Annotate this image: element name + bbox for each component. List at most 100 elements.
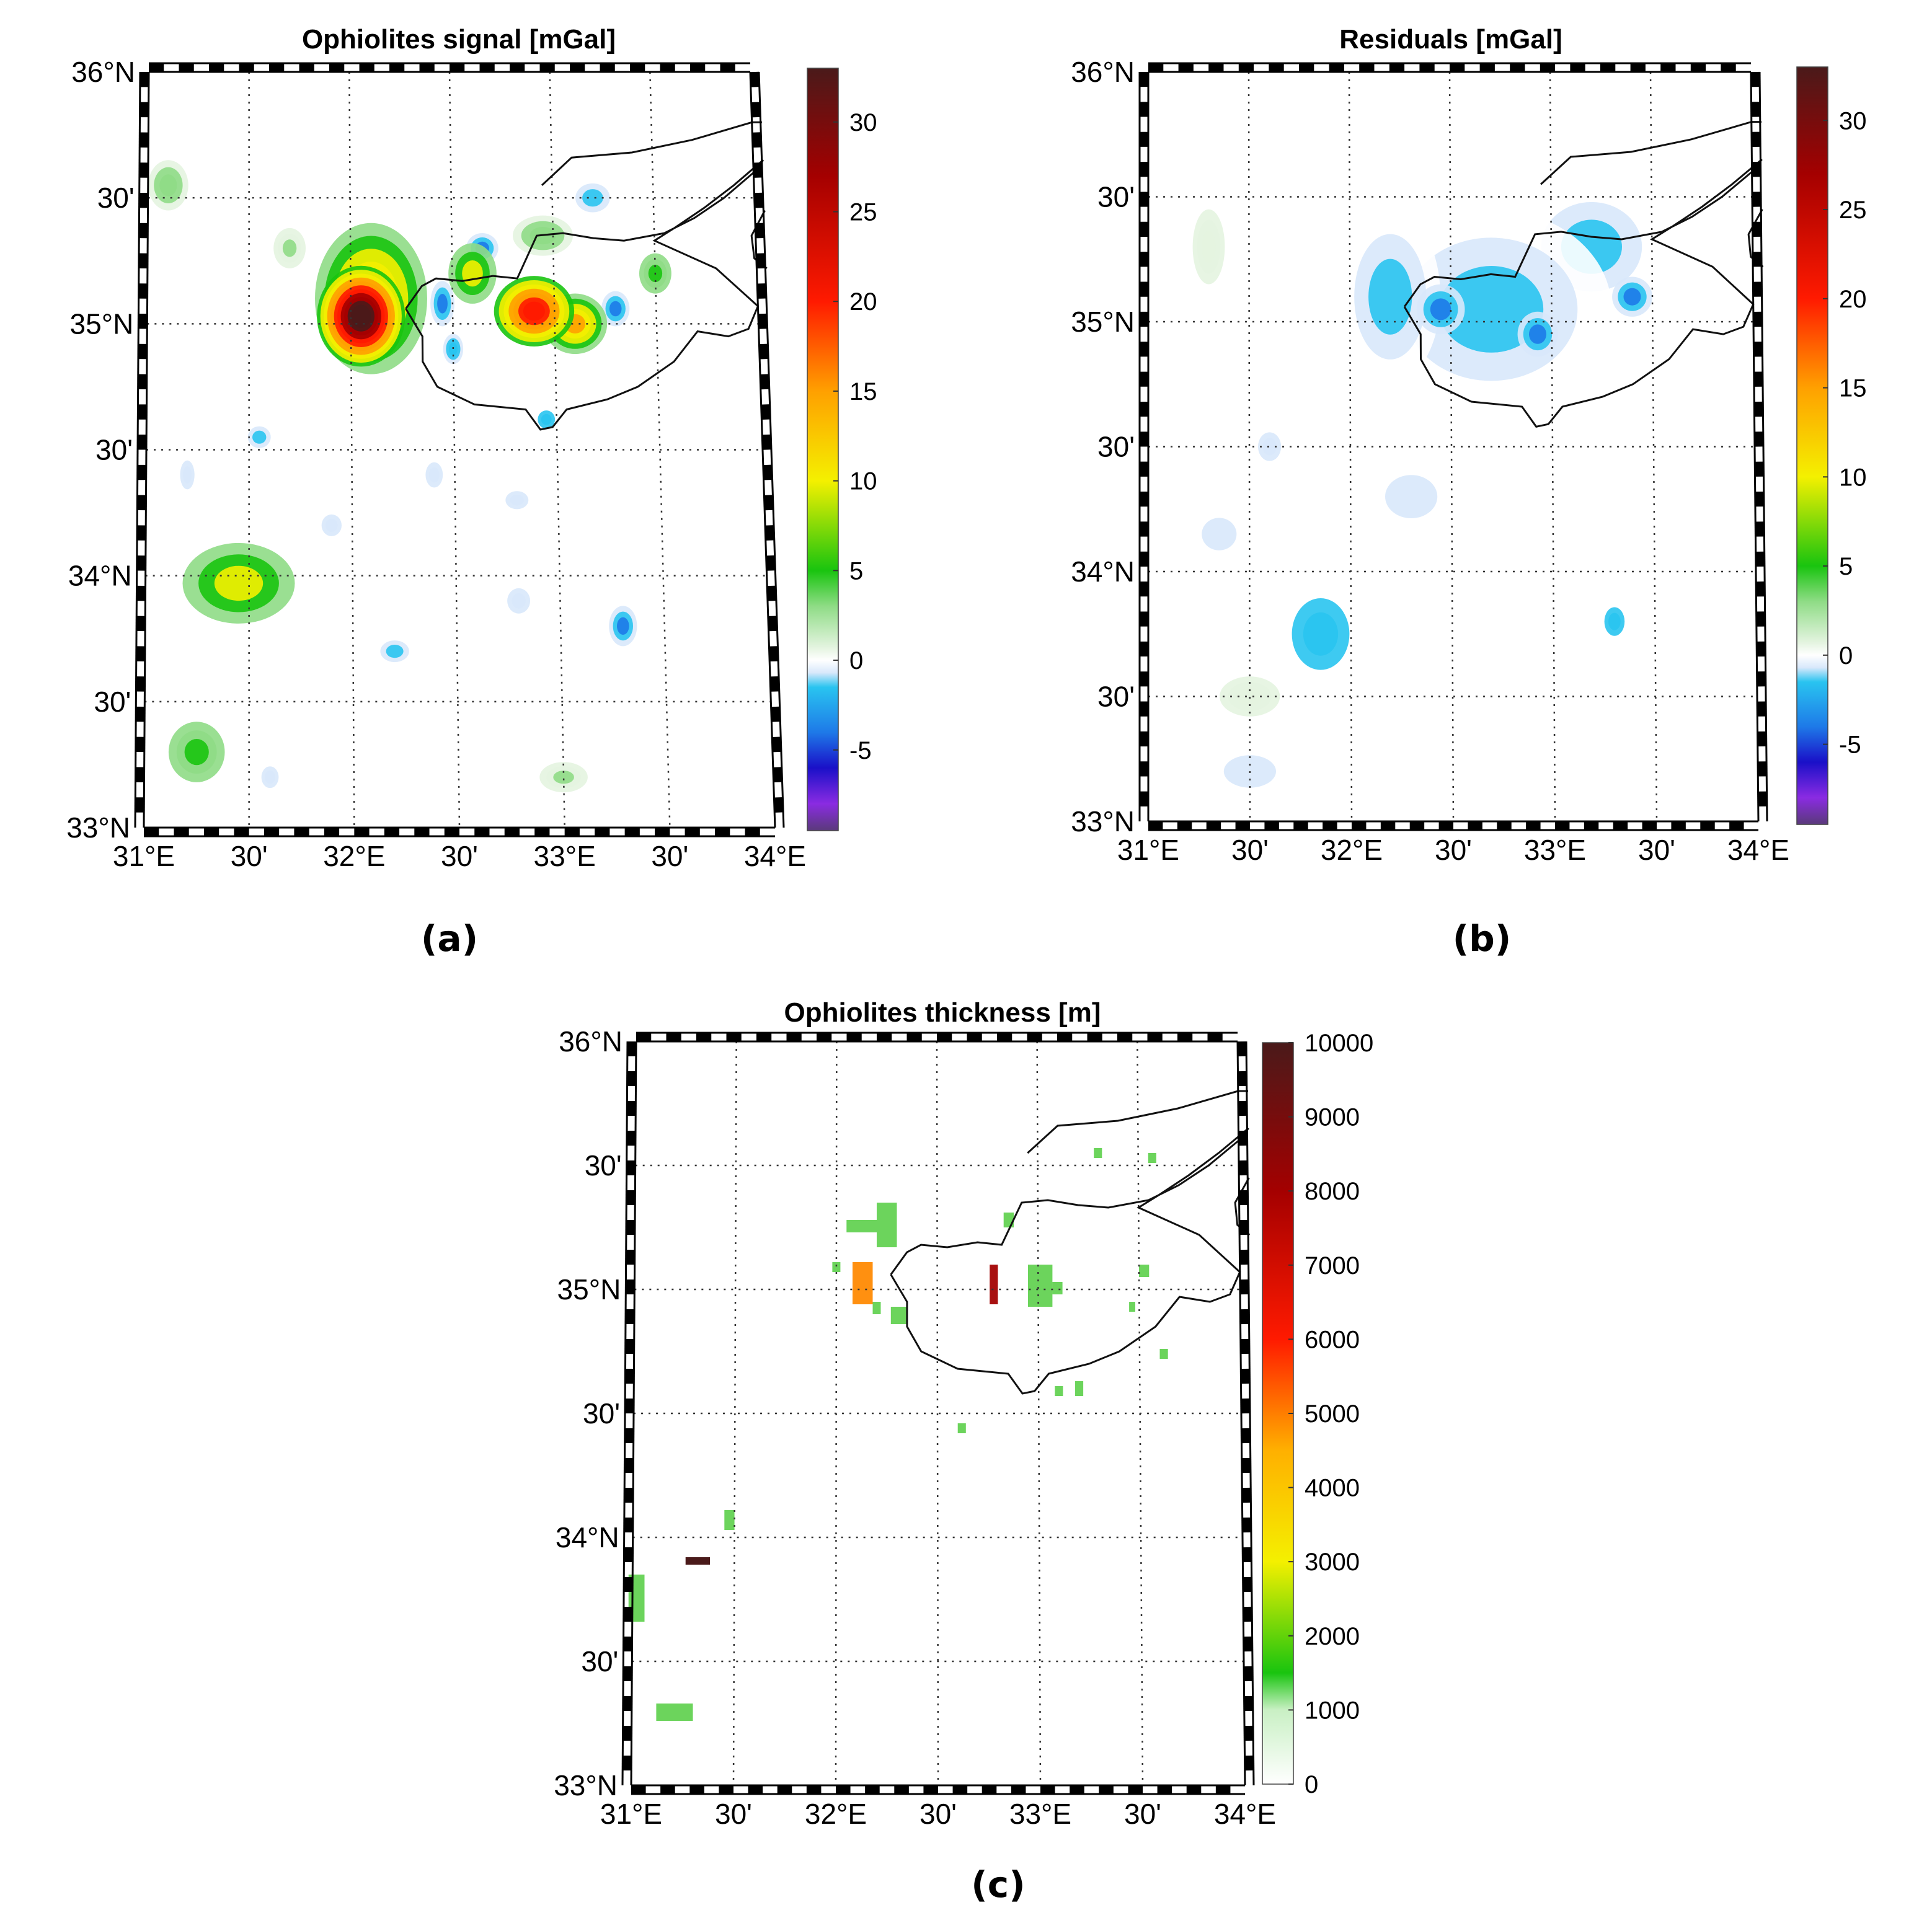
latitude-tick-label: 30'	[585, 1149, 622, 1182]
colorbar-tick-label: 4000	[1305, 1475, 1360, 1502]
anomaly-contour	[553, 771, 574, 784]
longitude-tick-label: 31°E	[600, 1798, 662, 1830]
colorbar-tick-label: 0	[1839, 642, 1853, 670]
axis-ticks-c: 36°N 30' 35°N 30' 34°N 30' 33°N31°E 30' 32°E 30' 3…	[554, 1025, 1276, 1830]
anomaly-contour	[1236, 687, 1263, 705]
anomaly-contour	[512, 593, 526, 609]
meridian-line	[1137, 1041, 1144, 1786]
frame-segment	[760, 374, 769, 390]
colorbar-tick-label: 6000	[1305, 1326, 1360, 1353]
latitude-tick-label: 34°N	[1071, 555, 1135, 588]
longitude-tick-label: 30'	[441, 840, 478, 872]
coastline-c	[890, 1090, 1251, 1395]
longitude-tick-label: 33°E	[1009, 1798, 1071, 1830]
frame-segment	[764, 495, 774, 511]
longitude-tick-label: 30'	[1435, 834, 1472, 866]
map-panel-c: Ophiolites thickness [m] 36°N30'35°N30'3…	[554, 997, 1373, 1830]
colorbar-tick-label: -5	[1839, 731, 1861, 759]
longitude-tick-label: 30'	[651, 840, 688, 872]
colorbar-tick-label: 8000	[1305, 1178, 1360, 1205]
colorbar-tick-label: 15	[1839, 375, 1867, 402]
thickness-cell	[1075, 1381, 1084, 1396]
latitude-tick-label: 36°N	[1071, 56, 1135, 88]
anomaly-contour	[1529, 324, 1546, 344]
frame-segment	[772, 736, 781, 753]
anomaly-contour	[183, 466, 192, 484]
colorbar-tick-label: 25	[849, 199, 877, 226]
colorbar-tick-label: 3000	[1305, 1549, 1360, 1576]
colorbar-tick-label: 7000	[1305, 1252, 1360, 1279]
thickness-cell	[1055, 1386, 1063, 1396]
anomaly-contour	[386, 645, 404, 658]
latitude-tick-label: 30'	[1097, 431, 1135, 463]
longitude-tick-label: 32°E	[323, 840, 385, 872]
thickness-cell	[724, 1510, 735, 1530]
latitude-tick-label: 36°N	[559, 1025, 623, 1058]
thickness-cell	[1148, 1153, 1156, 1163]
longitude-tick-label: 33°E	[1524, 834, 1586, 866]
map-frame-a	[134, 62, 785, 837]
colorbar-tick-label: 0	[849, 647, 863, 674]
frame-segment	[765, 525, 774, 541]
colorbar-tick-label: 10000	[1305, 1030, 1373, 1057]
anomaly-contour	[523, 301, 546, 321]
latitude-tick-label: 35°N	[1071, 306, 1135, 338]
latitude-tick-label: 34°N	[556, 1521, 619, 1553]
colorbar-tick-label: -5	[849, 737, 872, 764]
anomaly-contour	[1438, 725, 1509, 768]
colorbar-tick-label: 30	[849, 109, 877, 136]
latitude-tick-label: 34°N	[68, 560, 132, 592]
frame-segment	[769, 646, 779, 662]
thickness-cell	[656, 1704, 693, 1721]
latitude-tick-label: 35°N	[557, 1273, 621, 1306]
anomaly-contour	[282, 239, 297, 257]
panel-a: Ophiolites signal [mGal] 36°N 30' 35°N 30' 3…	[0, 0, 967, 960]
longitude-tick-label: 30'	[1638, 834, 1675, 866]
latitude-tick-label: 36°N	[71, 56, 135, 88]
cyprus-coastline	[890, 1127, 1249, 1395]
longitude-tick-label: 31°E	[113, 840, 175, 872]
thickness-cell	[1129, 1302, 1135, 1312]
map-panel-a: Ophiolites signal [mGal] 36°N30'35°N30'3…	[66, 24, 877, 872]
anomaly-contour	[1262, 438, 1277, 456]
panel-c: Ophiolites thickness [m] 36°N 30' 35°N 30' 3…	[508, 973, 1451, 1918]
longitude-tick-label: 32°E	[1321, 834, 1383, 866]
anomaly-contour	[1657, 475, 1692, 518]
anomaly-contour	[462, 260, 483, 287]
axis-ticks-b: 36°N 30' 35°N 30' 34°N 30' 33°N31°E 30' 32°E 30' 3…	[1071, 56, 1789, 866]
anomaly-contour	[1608, 612, 1621, 630]
latitude-tick-label: 30'	[1097, 181, 1135, 213]
anomaly-contour	[541, 413, 552, 425]
panel-caption-b: (b)	[1452, 917, 1512, 960]
frame-segment	[759, 343, 769, 360]
thickness-cell	[1159, 1349, 1168, 1359]
turkey-coastline	[1540, 121, 1761, 185]
thickness-cells-c	[628, 1148, 1168, 1721]
anomaly-contour	[1202, 230, 1216, 263]
frame-segment	[762, 434, 771, 450]
thickness-cell	[832, 1262, 841, 1272]
frame-segment	[770, 676, 779, 692]
thickness-cell	[890, 1307, 907, 1324]
anomaly-contour	[265, 771, 275, 784]
turkey-coastline	[541, 121, 762, 186]
cyprus-coastline	[1403, 158, 1763, 428]
meridian-line	[348, 71, 355, 828]
colorbar-tick-label: 20	[1839, 286, 1867, 313]
anomaly-contour	[326, 518, 338, 533]
frame-segment	[757, 283, 766, 299]
anomaly-contour	[448, 342, 458, 356]
colorbar-gradient	[807, 68, 839, 831]
colorbar-gradient	[1796, 66, 1828, 825]
latitude-tick-label: 33°N	[66, 811, 130, 844]
anomaly-contour	[184, 739, 209, 766]
colorbar-tick-label: 10	[1839, 464, 1867, 491]
colorbar-tick-label: 9000	[1305, 1104, 1360, 1131]
anomaly-contour	[159, 174, 177, 197]
frame-segment	[754, 192, 764, 208]
thickness-cell	[1028, 1265, 1053, 1307]
meridian-line	[936, 1041, 939, 1786]
colorbar-tick-label: 5	[1839, 553, 1853, 580]
meridian-line	[1036, 1041, 1042, 1786]
longitude-tick-label: 34°E	[744, 840, 806, 872]
